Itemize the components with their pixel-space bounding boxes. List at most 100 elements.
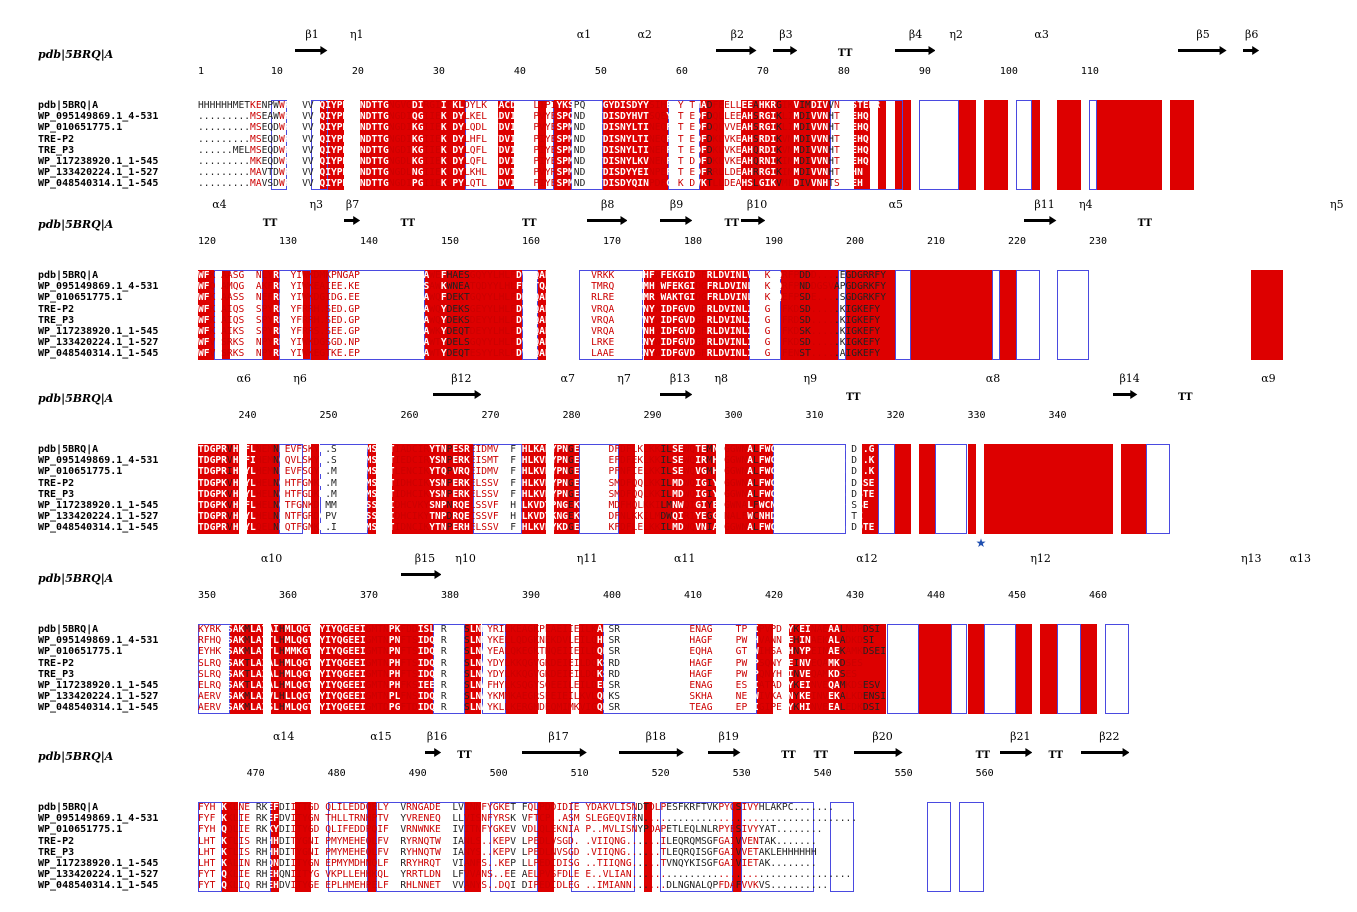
similarity-box: [327, 270, 425, 360]
sequence-name: TRE_P3: [38, 668, 75, 680]
ss-element-label: TT: [837, 48, 853, 59]
identical-column: [554, 444, 579, 534]
sequence-row: WP_133420224.1_1-527 AERVKSAKMLAIVLHLLQGT…: [38, 691, 1338, 702]
ss-element-label: TT: [813, 750, 829, 761]
similarity-box: [489, 802, 539, 892]
sequence-name: WP_010651775.1: [38, 466, 123, 478]
sequence-name: WP_048540314.1_1-545: [38, 702, 159, 714]
sequence-row: WP_095149869.1_4-531 WFQSAMQGKDAKFRDFYIWK…: [38, 281, 1338, 292]
identical-column: [270, 802, 279, 892]
strand-arrow: [432, 386, 482, 399]
sequence-residues: .........MSEAWWRKSVVYQIYPKSFNDTTGNGDIQGI…: [198, 111, 869, 123]
helix-symbol: [303, 215, 327, 222]
ss-element-label: β19: [718, 730, 739, 743]
sequence-row: WP_095149869.1_4-531 TDGPRVHEFIHEMNQQVLSK…: [38, 455, 1338, 466]
ruler-number: 60: [675, 66, 688, 77]
ss-element-label: β7: [345, 198, 360, 211]
helix-symbol: [554, 45, 611, 52]
ruler-number: 20: [351, 66, 364, 77]
helix-symbol: [571, 569, 595, 576]
ss-element-label: TT: [1048, 750, 1064, 761]
identical-column: [546, 624, 571, 714]
sequence-residues: .........MSEQDWRKSVVYQIYPKSFNDTTGNGDIKGI…: [198, 122, 869, 134]
sequence-row: WP_133420224.1_1-527 .........MAVTDWRKSVV…: [38, 167, 1338, 178]
similarity-box: [829, 100, 903, 190]
strand-arrow: [740, 212, 765, 225]
identical-column: [740, 100, 830, 190]
sequence-residues: WFKEAIQSKDSPYRDYYFRRH.SED.GPPTNWESKFGGSA…: [198, 314, 881, 326]
ss-element-label: TT: [400, 218, 416, 229]
sequence-residues: AERVKSAKMLAISLHMLQGTPYIYQGEEIGMTDPGFTDID…: [198, 702, 881, 714]
ss-element-label: β21: [1010, 730, 1031, 743]
ruler-number: 170: [603, 236, 622, 247]
strand-arrow: [894, 42, 936, 55]
identical-column: [497, 100, 514, 190]
identical-column: [246, 444, 279, 534]
sequence-residues: TDGPKVHEYLHELNQHTFGNKN.MMTVGEMSSTTIDHCIK…: [198, 477, 875, 489]
star-marker: ★: [975, 535, 987, 550]
sequence-name: TRE_P3: [38, 144, 75, 156]
sequence-name: WP_095149869.1_4-531: [38, 111, 159, 123]
ss-element-label: β2: [730, 28, 744, 41]
ss-element-label: β12: [451, 372, 472, 385]
sequence-residues: TDGPKVHEFLHELNQTFGNKD.MMTVGEMSSTTIDHCVKY…: [198, 500, 869, 511]
similarity-box: [214, 270, 263, 360]
ruler-number: 30: [432, 66, 445, 77]
helix-symbol: [635, 569, 724, 576]
sequence-row: TRE-P2 WFKEAIQSKDSPYRDYYFRRH.SED.GPATNWES…: [38, 304, 1338, 315]
similarity-box: [198, 624, 231, 714]
identical-column: [505, 624, 539, 714]
secondary-structure-track: α4 TT η3 β7 TT TT β8 β9 TT β10 α5 β11 η4 TT η5: [198, 198, 1343, 246]
similarity-box: [603, 624, 757, 714]
helix-symbol: [198, 215, 239, 222]
sequence-row: WP_048540314.1_1-545 WFVESRKSKDNPYRDYYIWK…: [38, 348, 1338, 359]
alignment-block: pdb|5BRQ|A α4 TT η3 β7 TT TT β8 β9 TT β10 α5 β11 η4 TT…: [38, 198, 1344, 366]
ss-element-label: α3: [1034, 28, 1049, 41]
ss-element-label: α12: [856, 552, 878, 565]
identical-column: [230, 624, 263, 714]
helix-symbol: [222, 747, 335, 754]
ruler-number: 40: [513, 66, 526, 77]
identical-column: [1056, 100, 1081, 190]
ss-element-label: β22: [1099, 730, 1120, 743]
ss-element-label: TT: [1137, 218, 1153, 229]
similarity-box: [829, 802, 855, 892]
sequence-row: TRE-P2 .........MSEQDWRKSVVYQIYPKSFNDTTGN…: [38, 134, 1338, 145]
identical-column: [198, 270, 215, 360]
similarity-box: [319, 444, 369, 534]
helix-symbol: [1016, 569, 1057, 576]
strand-arrow: [659, 212, 693, 225]
sequence-residues: .........MAVTDWRKSVVYQIYPKSFNDTTGNGDLNGI…: [198, 167, 863, 179]
identical-column: [959, 100, 976, 190]
sequence-residues: TDGPRVHEFIHEMNQQVLSKYD.SMTVGEMSSTTIEDCIR…: [198, 455, 875, 467]
identical-column: [368, 802, 377, 892]
ss-element-label: η13: [1240, 552, 1262, 565]
ruler-number: 390: [522, 590, 541, 601]
sequence-residues: WFKEAIKSKDSPYRDYYFRRS.SEE.GPPTNWESKFGGSA…: [198, 326, 881, 337]
ruler-number: 480: [327, 768, 346, 779]
strand-arrow: [424, 744, 441, 757]
sequence-residues: FYHYKKLNELRKEFDIITTGDYQLILEDDQELYAYVRNGA…: [198, 802, 834, 813]
helix-symbol: [449, 569, 473, 576]
identical-column: [1170, 100, 1195, 190]
sequence-name: TRE-P2: [38, 835, 75, 847]
similarity-box: [927, 802, 952, 892]
ss-element-label: η9: [803, 372, 818, 385]
sequence-name: WP_117238920.1_1-545: [38, 680, 159, 691]
sequence-residues: AERVKSAKMLAIVLHLLQGTPYIYQGEEIGMTNPLFNSID…: [198, 691, 886, 703]
similarity-box: [1145, 444, 1170, 534]
sequence-row: pdb|5BRQ|A WFKEAASGKENLYRDFYIWKDMKPNGAPPT…: [38, 270, 1338, 281]
ruler-number: 260: [400, 410, 419, 421]
identical-column: [846, 270, 895, 360]
sequence-name: TRE-P2: [38, 477, 75, 489]
identical-column: [465, 802, 482, 892]
residue-ruler: 350 360 370 380 390 400 410 420 430 440 450 460: [198, 590, 1338, 602]
ruler-number: 110: [1080, 66, 1099, 77]
identical-column: [667, 270, 749, 360]
identical-column: [1121, 444, 1146, 534]
residue-ruler: 240 250 260 270 280 290 300 310 320 330 340: [198, 410, 1338, 422]
identical-column: [918, 444, 936, 534]
helix-symbol: [214, 389, 271, 396]
ss-element-label: β5: [1196, 28, 1210, 41]
ruler-number: 300: [724, 410, 743, 421]
